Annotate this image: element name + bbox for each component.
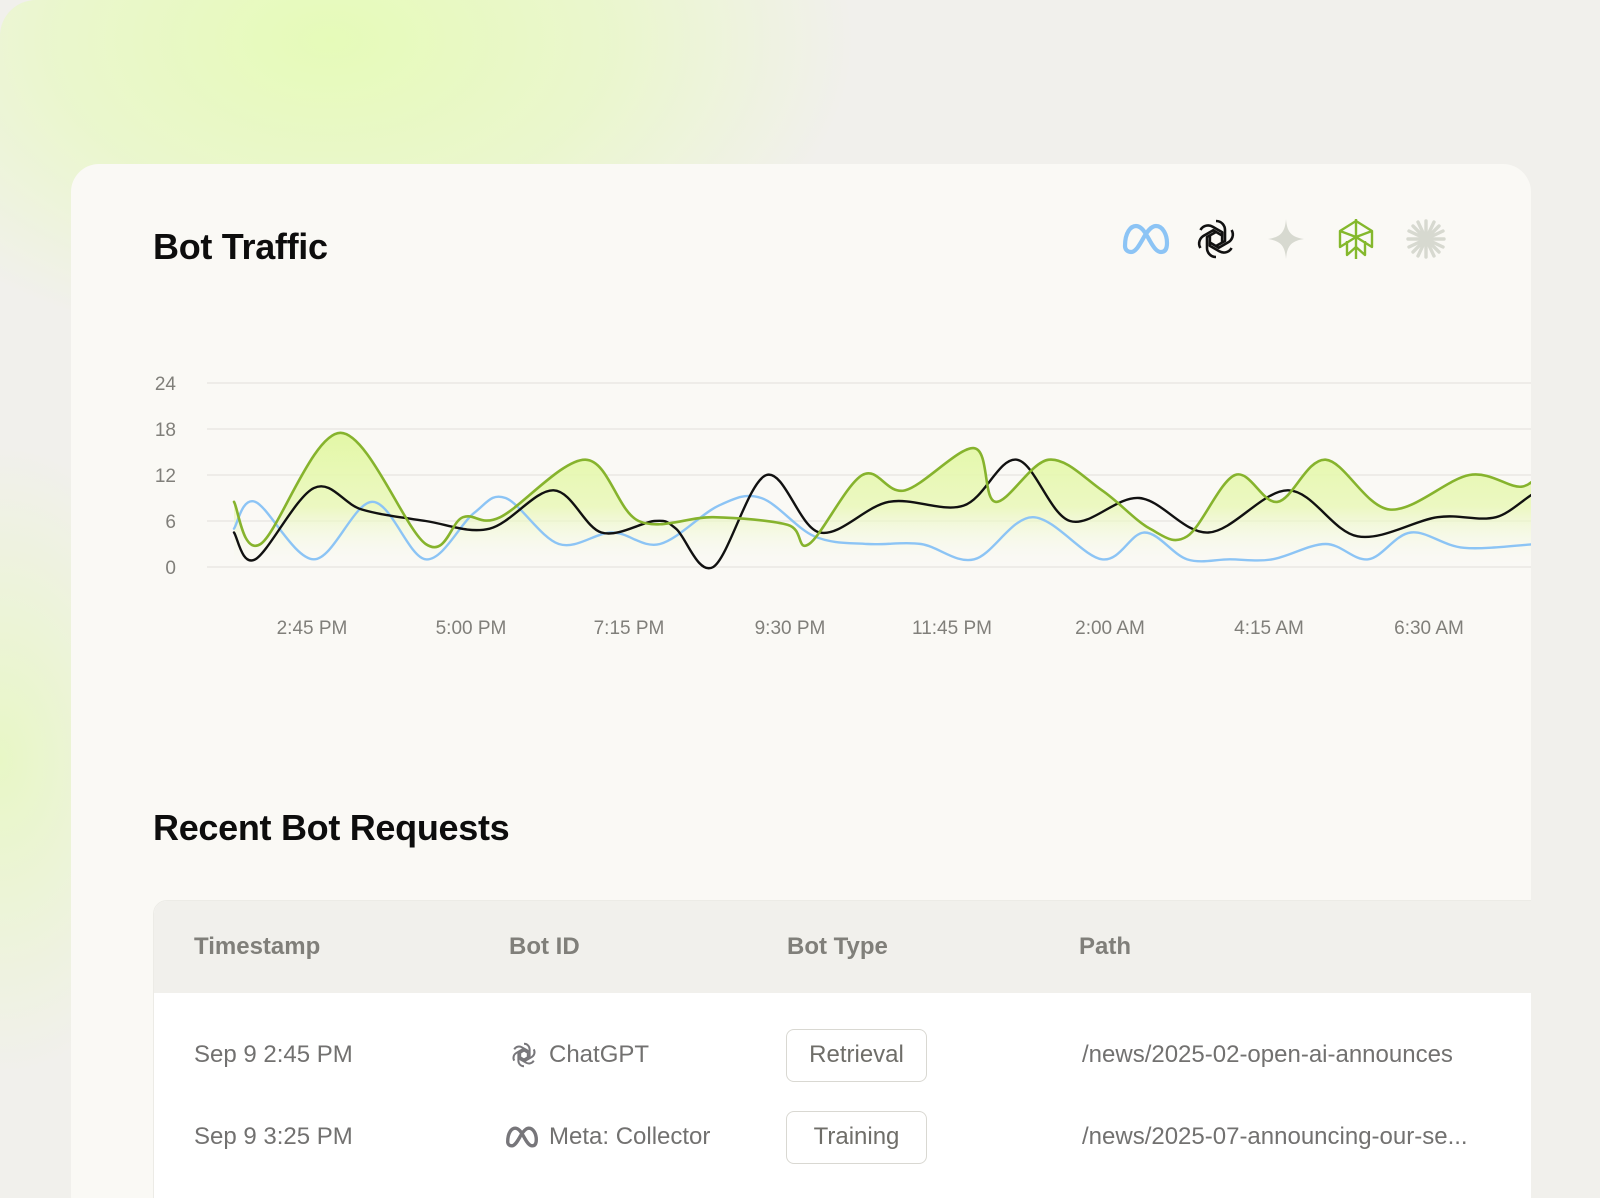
series-line[interactable] bbox=[232, 494, 1531, 563]
bot-id-cell: Meta: Collector bbox=[505, 1096, 710, 1178]
series-line[interactable] bbox=[232, 458, 1531, 570]
x-tick-label: 2:45 PM bbox=[277, 618, 348, 639]
y-tick-label: 24 bbox=[155, 374, 177, 395]
bot-type-badge: Retrieval bbox=[786, 1028, 927, 1082]
openai-icon bbox=[509, 1040, 539, 1070]
path-cell[interactable]: /news/2025-07-announcing-our-se... bbox=[1082, 1123, 1468, 1150]
bot-id-label: ChatGPT bbox=[549, 1041, 650, 1068]
openai-icon[interactable] bbox=[1181, 214, 1251, 264]
timestamp-cell: Sep 9 2:45 PM bbox=[194, 1041, 353, 1068]
bot-filter-icons bbox=[1111, 214, 1461, 264]
recent-bot-requests-title: Recent Bot Requests bbox=[153, 807, 510, 848]
x-tick-label: 2:00 AM bbox=[1075, 618, 1145, 639]
x-tick-label: 9:30 PM bbox=[755, 618, 826, 639]
bot-traffic-chart: 24 18 12 6 0 2:45 PM 5:00 PM 7:15 PM 9:30 PM 11:4… bbox=[71, 364, 1531, 664]
y-tick-label: 6 bbox=[165, 512, 176, 533]
meta-icon[interactable] bbox=[1111, 214, 1181, 264]
meta-icon bbox=[505, 1125, 539, 1149]
claude-asterisk-icon[interactable] bbox=[1391, 214, 1461, 264]
x-tick-label: 6:30 AM bbox=[1394, 618, 1464, 639]
y-tick-label: 18 bbox=[155, 420, 176, 441]
path-cell[interactable]: /news/2025-02-open-ai-announces bbox=[1082, 1041, 1453, 1068]
bot-requests-table: Timestamp Bot ID Bot Type Path Sep 9 2:4… bbox=[153, 900, 1531, 1198]
bot-type-cell: Training bbox=[786, 1096, 927, 1178]
column-header-timestamp[interactable]: Timestamp bbox=[194, 933, 321, 960]
x-tick-label: 11:45 PM bbox=[912, 618, 992, 639]
column-header-bot-type[interactable]: Bot Type bbox=[787, 933, 888, 960]
bot-id-cell: ChatGPT bbox=[509, 1014, 649, 1096]
y-tick-label: 12 bbox=[155, 466, 176, 487]
perplexity-icon[interactable] bbox=[1321, 214, 1391, 264]
table-row[interactable]: Sep 9 2:45 PM bbox=[154, 1014, 1531, 1096]
bot-type-cell: Retrieval bbox=[786, 1014, 927, 1096]
series-line[interactable] bbox=[232, 431, 1531, 549]
x-tick-label: 5:00 PM bbox=[436, 618, 507, 639]
table-header: Timestamp Bot ID Bot Type Path bbox=[154, 901, 1531, 993]
bot-id-label: Meta: Collector bbox=[549, 1123, 711, 1150]
x-tick-label: 7:15 PM bbox=[594, 618, 665, 639]
y-tick-label: 0 bbox=[165, 558, 176, 579]
bot-traffic-title: Bot Traffic bbox=[153, 226, 328, 267]
column-header-bot-id[interactable]: Bot ID bbox=[509, 933, 580, 960]
bot-traffic-chart-svg: 24 18 12 6 0 2:45 PM 5:00 PM 7:15 PM 9:30 PM 11:4… bbox=[155, 374, 1531, 639]
timestamp-cell: Sep 9 3:25 PM bbox=[194, 1123, 353, 1150]
x-tick-label: 4:15 AM bbox=[1234, 618, 1304, 639]
table-row[interactable]: Sep 9 3:25 PM Meta: Collector Training /… bbox=[154, 1096, 1531, 1178]
dashboard-card: Bot Traffic bbox=[71, 164, 1531, 1198]
bot-type-badge: Training bbox=[786, 1110, 927, 1164]
gemini-sparkle-icon[interactable] bbox=[1251, 214, 1321, 264]
column-header-path[interactable]: Path bbox=[1079, 933, 1132, 960]
